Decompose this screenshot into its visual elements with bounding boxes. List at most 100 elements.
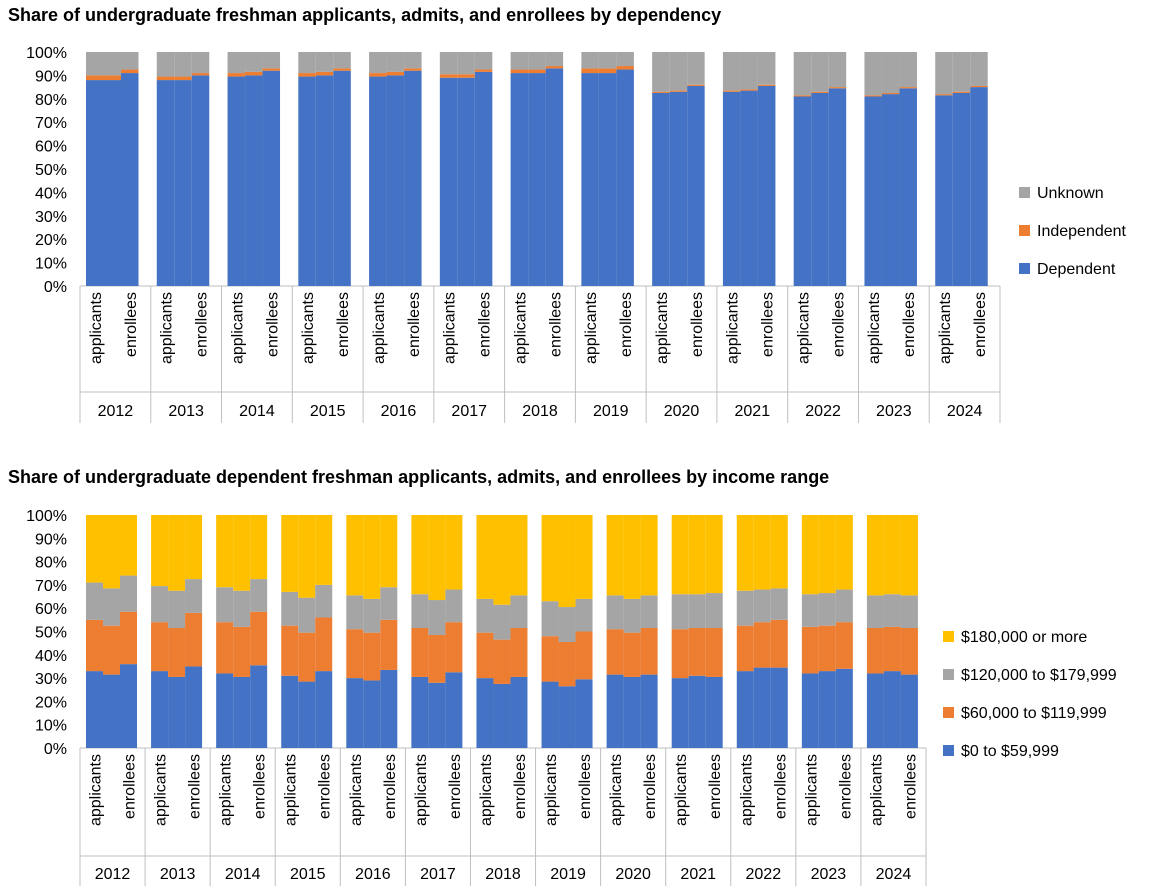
bar-120-000-to-179-999 <box>281 591 299 626</box>
y-tick-label: 90% <box>35 68 67 85</box>
bar-unknown <box>828 52 847 88</box>
x-year-label: 2013 <box>160 866 196 883</box>
bar-120-000-to-179-999 <box>866 595 884 629</box>
bar-180-000-or-more <box>623 515 641 599</box>
x-category-label: applicants <box>654 292 671 364</box>
bar-unknown <box>191 52 210 74</box>
bar-unknown <box>652 52 670 92</box>
bar-independent <box>598 68 617 74</box>
bar-60-000-to-119-999 <box>411 628 429 677</box>
bar-0-to-59-999 <box>705 676 723 748</box>
bar-180-000-or-more <box>640 515 658 596</box>
bar-dependent <box>333 70 351 286</box>
legend-label-unknown: Unknown <box>1037 185 1104 202</box>
x-category-label: applicants <box>795 292 812 364</box>
bar-independent <box>333 68 351 71</box>
bar-dependent <box>191 75 210 287</box>
y-tick-label: 50% <box>35 162 67 179</box>
x-category-label: enrollees <box>577 754 594 819</box>
x-category-label: enrollees <box>477 292 494 357</box>
y-tick-label: 60% <box>35 601 67 618</box>
x-category-label: applicants <box>608 754 625 826</box>
x-category-label: enrollees <box>837 754 854 819</box>
bar-unknown <box>315 52 334 72</box>
bar-unknown <box>510 52 529 70</box>
bar-60-000-to-119-999 <box>493 639 511 684</box>
legend-label-120-000-to-179-999: $120,000 to $179,999 <box>961 667 1117 684</box>
bar-60-000-to-119-999 <box>736 625 754 672</box>
bar-180-000-or-more <box>866 515 884 596</box>
x-year-label: 2022 <box>805 403 841 420</box>
bar-independent <box>474 69 493 72</box>
x-category-label: enrollees <box>252 754 269 819</box>
bar-unknown <box>740 52 758 90</box>
x-category-label: enrollees <box>902 754 919 819</box>
bar-independent <box>545 66 564 69</box>
legend-swatch-independent <box>1019 225 1030 236</box>
bar-60-000-to-119-999 <box>705 628 723 677</box>
bar-unknown <box>669 52 688 91</box>
x-category-label: applicants <box>218 754 235 826</box>
bar-dependent <box>174 80 192 286</box>
y-tick-label: 70% <box>35 115 67 132</box>
bar-unknown <box>581 52 599 69</box>
bar-60-000-to-119-999 <box>428 634 446 683</box>
bar-60-000-to-119-999 <box>671 629 689 679</box>
bar-120-000-to-179-999 <box>428 600 446 635</box>
x-category-label: enrollees <box>547 292 564 357</box>
chart-title-dependency: Share of undergraduate freshman applican… <box>8 5 722 25</box>
bar-60-000-to-119-999 <box>688 628 706 676</box>
x-year-label: 2014 <box>239 403 275 420</box>
bar-dependent <box>528 73 546 286</box>
bar-independent <box>86 75 104 81</box>
bar-60-000-to-119-999 <box>575 631 593 680</box>
bar-unknown <box>899 52 917 88</box>
x-category-label: enrollees <box>123 292 140 357</box>
bar-unknown <box>439 52 458 75</box>
bar-60-000-to-119-999 <box>86 619 103 672</box>
bar-unknown <box>722 52 741 91</box>
bar-0-to-59-999 <box>541 681 559 748</box>
x-category-label: applicants <box>866 292 883 364</box>
x-category-label: applicants <box>413 754 430 826</box>
bar-independent <box>811 91 829 93</box>
y-tick-label: 0% <box>44 741 67 758</box>
x-year-label: 2017 <box>420 866 456 883</box>
bar-independent <box>156 76 175 81</box>
bar-independent <box>828 87 847 89</box>
x-category-label: enrollees <box>618 292 635 357</box>
legend-label-180-000-or-more: $180,000 or more <box>961 629 1087 646</box>
bar-independent <box>386 71 405 76</box>
bar-unknown <box>757 52 776 85</box>
y-tick-label: 10% <box>35 256 67 273</box>
bar-60-000-to-119-999 <box>476 632 494 679</box>
x-category-label: applicants <box>512 292 529 364</box>
bar-60-000-to-119-999 <box>866 628 884 674</box>
x-year-label: 2012 <box>98 403 134 420</box>
bar-unknown <box>598 52 617 69</box>
y-tick-label: 80% <box>35 92 67 109</box>
bar-120-000-to-179-999 <box>606 595 624 630</box>
legend-swatch-0-to-59-999 <box>943 745 954 756</box>
bar-dependent <box>227 76 246 286</box>
bar-dependent <box>669 91 688 286</box>
bar-180-000-or-more <box>770 515 788 589</box>
bar-180-000-or-more <box>493 515 511 605</box>
x-category-label: enrollees <box>264 292 281 357</box>
x-year-label: 2019 <box>550 866 586 883</box>
bar-120-000-to-179-999 <box>558 607 576 642</box>
x-year-label: 2018 <box>485 866 521 883</box>
bar-0-to-59-999 <box>250 665 268 748</box>
bar-0-to-59-999 <box>900 674 918 748</box>
bar-independent <box>757 84 776 86</box>
x-category-label: applicants <box>229 292 246 364</box>
bar-0-to-59-999 <box>818 671 836 748</box>
bar-dependent <box>404 70 422 286</box>
bar-60-000-to-119-999 <box>103 625 120 675</box>
x-category-label: applicants <box>803 754 820 826</box>
legend-label-independent: Independent <box>1037 223 1127 240</box>
bar-independent <box>439 74 458 78</box>
bar-180-000-or-more <box>445 515 463 590</box>
bar-0-to-59-999 <box>623 676 641 748</box>
x-year-label: 2016 <box>381 403 417 420</box>
